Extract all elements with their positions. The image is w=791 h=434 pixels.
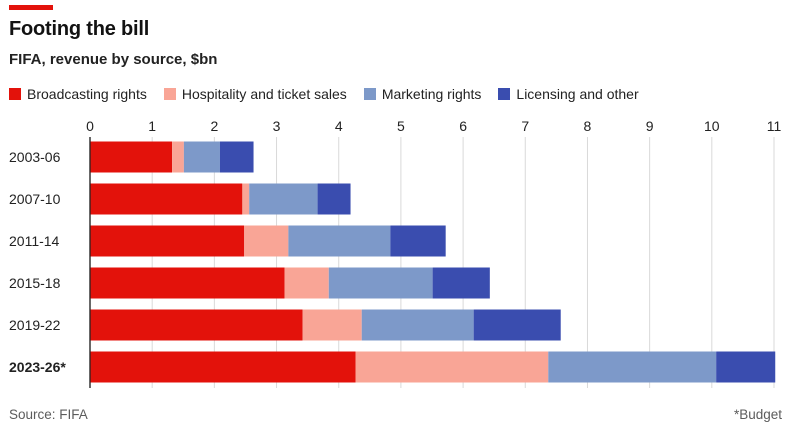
x-tick-label: 2: [210, 118, 218, 134]
bar-segment-2023-26-series-0: [90, 351, 356, 383]
bar-segment-2015-18-series-3: [432, 267, 490, 299]
y-category-label: 2019-22: [9, 317, 61, 333]
x-tick-label: 8: [584, 118, 592, 134]
bar-segment-2023-26-series-1: [355, 351, 549, 383]
x-tick-label: 3: [273, 118, 281, 134]
bar-segment-2003-06-series-0: [90, 141, 173, 173]
legend-label-licensing: Licensing and other: [516, 86, 639, 102]
x-tick-label: 0: [86, 118, 94, 134]
bar-segment-2003-06-series-3: [219, 141, 254, 173]
legend-item-marketing: Marketing rights: [363, 86, 482, 102]
y-category-label: 2007-10: [9, 191, 61, 207]
bar-segment-2015-18-series-1: [284, 267, 329, 299]
legend-item-hospitality: Hospitality and ticket sales: [163, 86, 347, 102]
bar-segment-2007-10-series-0: [90, 183, 243, 215]
bar-segment-2019-22-series-1: [302, 309, 362, 341]
legend-swatch-hospitality: [163, 88, 176, 100]
bar-segment-2007-10-series-1: [242, 183, 250, 215]
bar-segment-2019-22-series-2: [361, 309, 474, 341]
x-tick-label: 6: [459, 118, 467, 134]
y-category-label: 2023-26*: [9, 359, 66, 375]
stacked-bar-chart: 0 1 2 3 4 5 6 7 8 9 10 11 2003-06 2007-10 2011-14 2015-…: [9, 118, 782, 388]
x-tick-label: 5: [397, 118, 405, 134]
bar-segment-2003-06-series-2: [183, 141, 220, 173]
y-category-label: 2015-18: [9, 275, 61, 291]
bar-segment-2011-14-series-1: [244, 225, 289, 257]
legend: Broadcasting rights Hospitality and tick…: [9, 86, 656, 102]
bar-segment-2019-22-series-0: [90, 309, 303, 341]
legend-label-marketing: Marketing rights: [381, 86, 482, 102]
bar-segment-2011-14-series-0: [90, 225, 245, 257]
bar-segment-2007-10-series-2: [249, 183, 318, 215]
bar-segment-2007-10-series-3: [317, 183, 351, 215]
legend-swatch-licensing: [498, 88, 511, 100]
y-category-label: 2003-06: [9, 149, 61, 165]
y-category-label: 2011-14: [9, 233, 60, 249]
legend-item-licensing: Licensing and other: [498, 86, 639, 102]
chart-subtitle: FIFA, revenue by source, $bn: [9, 51, 218, 68]
bar-segment-2015-18-series-2: [328, 267, 433, 299]
chart-title: Footing the bill: [9, 18, 150, 40]
bar-segment-2019-22-series-3: [473, 309, 561, 341]
x-tick-label: 9: [646, 118, 654, 134]
legend-label-broadcasting: Broadcasting rights: [27, 86, 147, 102]
accent-bar: [9, 5, 53, 10]
x-tick-label: 11: [767, 118, 782, 134]
legend-label-hospitality: Hospitality and ticket sales: [181, 86, 347, 102]
budget-footnote: *Budget: [733, 407, 782, 422]
legend-swatch-broadcasting: [9, 88, 21, 100]
x-tick-label: 4: [335, 118, 343, 134]
legend-swatch-marketing: [363, 88, 376, 100]
bar-segment-2011-14-series-2: [288, 225, 391, 257]
x-tick-label: 7: [521, 118, 529, 134]
bar-segment-2003-06-series-1: [172, 141, 184, 173]
bar-segment-2015-18-series-0: [90, 267, 285, 299]
bar-segment-2023-26-series-2: [548, 351, 717, 383]
x-tick-label: 1: [148, 118, 156, 134]
bar-segment-2023-26-series-3: [716, 351, 776, 383]
source-note: Source: FIFA: [9, 407, 88, 422]
x-tick-label: 10: [704, 118, 720, 134]
bar-segment-2011-14-series-3: [390, 225, 446, 257]
legend-item-broadcasting: Broadcasting rights: [9, 86, 147, 102]
